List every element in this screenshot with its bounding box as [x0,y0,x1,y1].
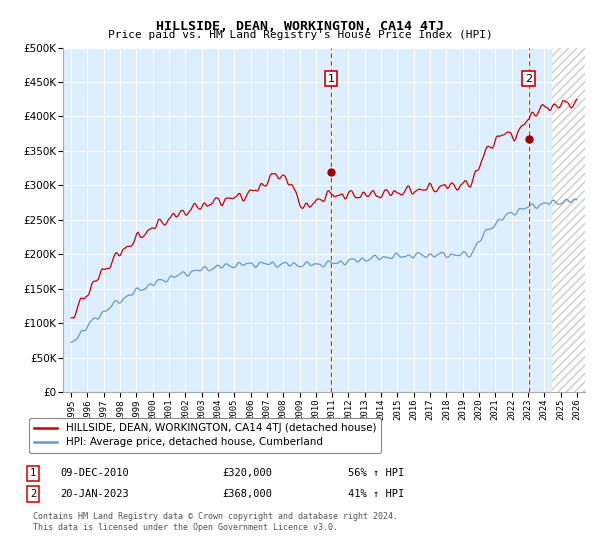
Text: £368,000: £368,000 [222,489,272,499]
Text: 09-DEC-2010: 09-DEC-2010 [60,468,129,478]
Text: This data is licensed under the Open Government Licence v3.0.: This data is licensed under the Open Gov… [33,523,338,532]
Text: 20-JAN-2023: 20-JAN-2023 [60,489,129,499]
Text: 1: 1 [30,468,36,478]
Text: 1: 1 [328,73,335,83]
Text: £320,000: £320,000 [222,468,272,478]
Bar [553,48,585,392]
Text: 2: 2 [30,489,36,499]
Legend: HILLSIDE, DEAN, WORKINGTON, CA14 4TJ (detached house), HPI: Average price, detac: HILLSIDE, DEAN, WORKINGTON, CA14 4TJ (de… [29,418,382,452]
Text: 41% ↑ HPI: 41% ↑ HPI [348,489,404,499]
Bar [553,48,585,392]
Text: 56% ↑ HPI: 56% ↑ HPI [348,468,404,478]
Text: Contains HM Land Registry data © Crown copyright and database right 2024.: Contains HM Land Registry data © Crown c… [33,512,398,521]
Text: Price paid vs. HM Land Registry's House Price Index (HPI): Price paid vs. HM Land Registry's House … [107,30,493,40]
Text: 2: 2 [525,73,532,83]
Text: HILLSIDE, DEAN, WORKINGTON, CA14 4TJ: HILLSIDE, DEAN, WORKINGTON, CA14 4TJ [156,20,444,32]
